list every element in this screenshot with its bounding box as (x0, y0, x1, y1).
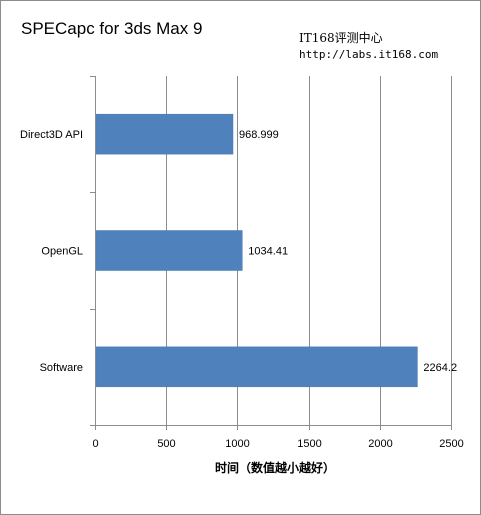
bar-direct3d-api (95, 113, 234, 155)
data-label: 2264.2 (423, 362, 457, 374)
bar-opengl (95, 230, 243, 271)
x-tick-label-2500: 2500 (439, 438, 463, 450)
category-label: OpenGL (41, 246, 83, 258)
axes (90, 76, 452, 430)
x-tick-label-0: 0 (92, 438, 98, 450)
labels: 0 500 1000 1500 2000 2500 Direct3D API 968.999 O… (20, 129, 464, 450)
x-tick-label-1000: 1000 (225, 438, 249, 450)
watermark-line1: IT168评测中心 (299, 31, 383, 45)
x-tick-label-2000: 2000 (368, 438, 392, 450)
category-label: Direct3D API (20, 129, 83, 141)
chart-title: SPECapc for 3ds Max 9 (21, 19, 203, 38)
data-label: 968.999 (239, 129, 279, 141)
bar-software (95, 346, 418, 388)
bars (95, 113, 418, 388)
x-axis-title: 时间（数值越小越好） (215, 460, 335, 475)
watermark-line2: http://labs.it168.com (299, 48, 439, 61)
x-tick-label-500: 500 (157, 438, 175, 450)
data-label: 1034.41 (248, 246, 288, 258)
category-label: Software (40, 362, 83, 374)
x-tick-label-1500: 1500 (297, 438, 321, 450)
